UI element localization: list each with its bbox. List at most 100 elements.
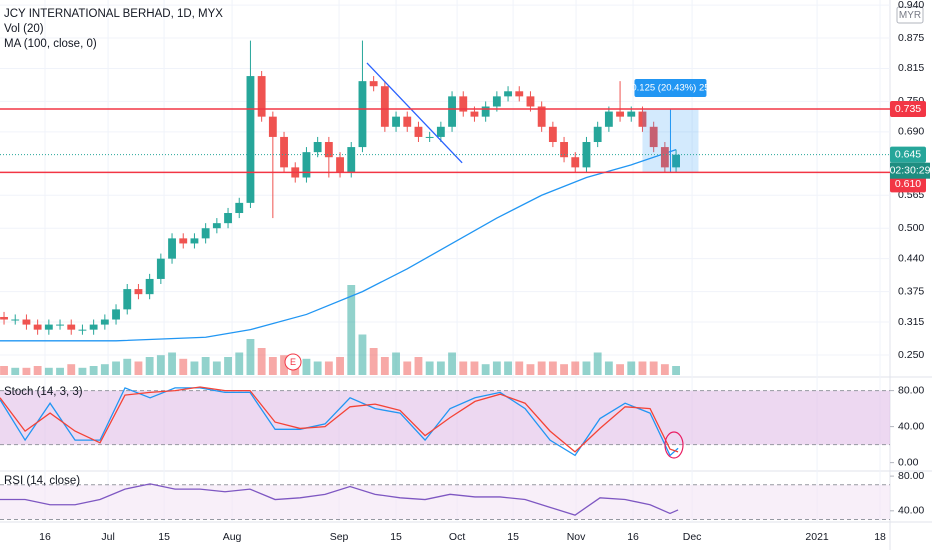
volume-bar xyxy=(616,364,624,375)
volume-bar xyxy=(627,361,636,375)
candle-body xyxy=(145,278,154,295)
x-tick-label: 15 xyxy=(507,531,519,543)
candle-body xyxy=(246,76,255,203)
volume-bar xyxy=(67,364,76,375)
y-tick-label: 40.00 xyxy=(898,420,924,432)
candle-body xyxy=(235,202,244,214)
candle-body xyxy=(168,238,176,259)
indicator-line xyxy=(0,386,679,453)
volume-bar xyxy=(336,357,344,375)
candle-body xyxy=(179,238,188,244)
last-price-label-box xyxy=(890,146,926,163)
volume-bar xyxy=(392,352,400,375)
candle-body xyxy=(67,324,76,330)
measure-label-box xyxy=(634,79,707,98)
trend-line xyxy=(366,62,463,164)
volume-bar xyxy=(448,352,456,375)
indicator-label: RSI (14, close) xyxy=(4,475,80,487)
y-tick-label: 0.440 xyxy=(898,252,924,264)
candle-body xyxy=(627,111,636,117)
candle-body xyxy=(313,142,322,153)
indicator-band xyxy=(0,390,890,445)
volume-bar xyxy=(425,361,434,375)
volume-bar xyxy=(112,361,120,375)
candle-body xyxy=(190,238,199,244)
x-tick-label: Sep xyxy=(330,531,349,543)
volume-bar xyxy=(156,355,165,375)
y-tick-label: 0.875 xyxy=(898,32,924,44)
candle-body xyxy=(470,111,479,117)
candle-body xyxy=(156,258,165,279)
candle-body xyxy=(425,136,434,138)
volume-bar xyxy=(470,361,479,375)
candle-body xyxy=(44,324,53,330)
x-tick-label: 2021 xyxy=(805,531,829,543)
indicator-band xyxy=(0,484,890,520)
candle-body xyxy=(448,96,456,127)
plot xyxy=(0,0,890,522)
earnings-label: E xyxy=(290,357,296,367)
volume-bar xyxy=(347,285,356,375)
volume-bar xyxy=(481,364,490,375)
volume-bar xyxy=(246,339,255,375)
x-tick-label: Oct xyxy=(449,531,465,543)
x-tick-label: 18 xyxy=(874,531,886,543)
candle-body xyxy=(123,289,132,310)
volume-bar xyxy=(280,355,288,375)
volume-bar xyxy=(22,367,31,375)
level-label-box xyxy=(890,176,926,193)
volume-bar xyxy=(515,361,524,375)
volume-bar xyxy=(302,358,311,375)
countdown-box xyxy=(890,162,930,179)
volume-bar xyxy=(548,361,557,375)
volume-bar xyxy=(100,364,109,375)
candle-body xyxy=(492,96,501,107)
volume-bar xyxy=(224,357,232,375)
volume-bar xyxy=(459,361,468,375)
candle-body xyxy=(380,86,389,127)
candle-body xyxy=(403,116,412,127)
candle-body xyxy=(212,223,221,229)
volume-bar xyxy=(179,358,188,375)
y-tick-label: 0.315 xyxy=(898,316,924,328)
volume-bar xyxy=(145,357,154,375)
volume-bar xyxy=(190,361,199,375)
candle-body xyxy=(347,147,356,173)
volume-bar xyxy=(560,364,568,375)
candle-body xyxy=(78,329,87,331)
currency-box[interactable] xyxy=(896,6,924,24)
candle-body xyxy=(201,228,210,239)
chart-title: JCY INTERNATIONAL BERHAD, 1D, MYX xyxy=(4,8,223,20)
candle-body xyxy=(268,116,277,137)
last-price-label: 0.645 xyxy=(895,148,921,160)
volume-bar xyxy=(235,352,244,375)
candle-body xyxy=(100,319,109,325)
volume-bar xyxy=(56,367,64,375)
level-label: 0.610 xyxy=(895,178,921,190)
candle-body xyxy=(324,142,333,158)
volume-bar xyxy=(313,361,322,375)
volume-bar xyxy=(571,361,580,375)
candle-body xyxy=(649,126,658,148)
measure-label: 0.125 (20.43%) 25 xyxy=(631,83,709,94)
candle-body xyxy=(134,289,143,295)
x-tick-label: 16 xyxy=(39,531,51,543)
volume-bar xyxy=(492,361,501,375)
indicator-label: Stoch (14, 3, 3) xyxy=(4,386,83,398)
candle-body xyxy=(537,106,546,127)
volume-bar xyxy=(414,357,423,375)
volume-bar xyxy=(403,361,412,375)
countdown: 02:30:29 xyxy=(890,164,931,176)
currency[interactable]: MYR xyxy=(899,10,921,21)
y-tick-label: 0.250 xyxy=(898,349,924,361)
volume-bar xyxy=(257,348,266,375)
candle-body xyxy=(604,111,613,127)
candle-body xyxy=(369,81,378,87)
candle-body xyxy=(22,319,31,325)
candle-body xyxy=(660,147,669,168)
volume-bar xyxy=(11,367,20,375)
indicator-label: Vol (20) xyxy=(4,23,44,35)
candle-body xyxy=(582,142,591,168)
